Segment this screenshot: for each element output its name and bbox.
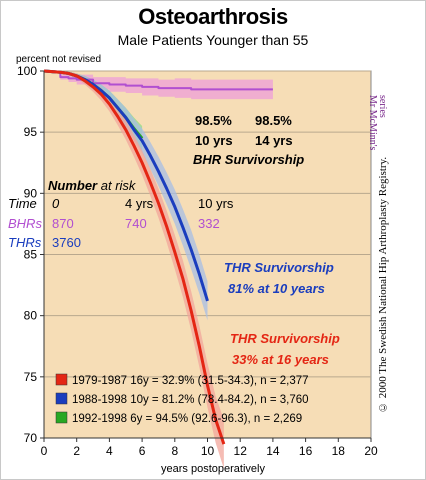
x-tick-label: 16 — [299, 444, 313, 458]
y-tick-label: 75 — [24, 370, 38, 384]
thr-blue-label-2: 81% at 10 years — [228, 281, 325, 296]
risk-time-value: 0 — [52, 196, 60, 211]
y-tick-label: 100 — [17, 64, 37, 78]
x-tick-label: 8 — [171, 444, 178, 458]
x-tick-label: 4 — [106, 444, 113, 458]
bhr-14yr-label: 14 yrs — [255, 133, 293, 148]
x-axis-label: years postoperatively — [161, 463, 265, 475]
x-tick-label: 12 — [234, 444, 248, 458]
risk-time-value: 10 yrs — [198, 196, 234, 211]
risk-row-value: 870 — [52, 216, 74, 231]
bhr-10yr-label: 10 yrs — [195, 133, 233, 148]
ci-band — [44, 71, 224, 469]
series-line — [43, 69, 226, 445]
bhr-survivorship-label: BHR Survivorship — [193, 152, 304, 167]
x-tick-label: 18 — [332, 444, 346, 458]
legend-entry: 1988-1998 10y = 81.2% (78.4-84.2), n = 3… — [72, 394, 309, 406]
thr-red-label-1: THR Survivorship — [230, 331, 340, 346]
y-tick-label: 70 — [24, 431, 38, 445]
x-tick-label: 20 — [364, 444, 378, 458]
risk-time-value: 4 yrs — [125, 196, 154, 211]
risk-row-label: THRs — [8, 235, 42, 250]
bhr-10yr-value: 98.5% — [195, 113, 232, 128]
chart-title: Osteoarthrosis — [138, 4, 288, 29]
y-axis-label: percent not revised — [16, 54, 102, 65]
risk-time-header: Time — [8, 196, 37, 211]
x-tick-label: 2 — [73, 444, 80, 458]
y-tick-label: 95 — [24, 125, 38, 139]
mcminn-credit-series: series — [377, 95, 388, 118]
risk-row-value: 740 — [125, 216, 147, 231]
x-tick-label: 6 — [139, 444, 146, 458]
y-tick-label: 90 — [24, 186, 38, 200]
x-tick-label: 10 — [201, 444, 215, 458]
chart-subtitle: Male Patients Younger than 55 — [117, 32, 309, 48]
ci-band — [44, 71, 273, 100]
legend-entry: 1992-1998 6y = 94.5% (92.6-96.3), n = 2,… — [72, 413, 302, 425]
bhr-14yr-value: 98.5% — [255, 113, 292, 128]
x-tick-label: 14 — [266, 444, 280, 458]
thr-blue-label-1: THR Survivorship — [224, 260, 334, 275]
y-tick-label: 85 — [24, 248, 38, 262]
y-tick-label: 80 — [24, 309, 38, 323]
risk-row-label: BHRs — [8, 216, 42, 231]
risk-row-value: 3760 — [52, 235, 81, 250]
risk-table-title: Number at risk — [48, 178, 137, 193]
legend-entry: 1979-1987 16y = 32.9% (31.5-34.3), n = 2… — [72, 375, 309, 387]
x-tick-label: 0 — [41, 444, 48, 458]
series-line — [44, 70, 273, 91]
risk-row-value: 332 — [198, 216, 220, 231]
thr-red-label-2: 33% at 16 years — [232, 352, 329, 367]
legend-swatch — [55, 373, 68, 386]
mcminn-credit: Mr McMinn's — [367, 95, 378, 151]
legend-swatch — [55, 392, 68, 405]
legend-swatch — [55, 411, 68, 424]
